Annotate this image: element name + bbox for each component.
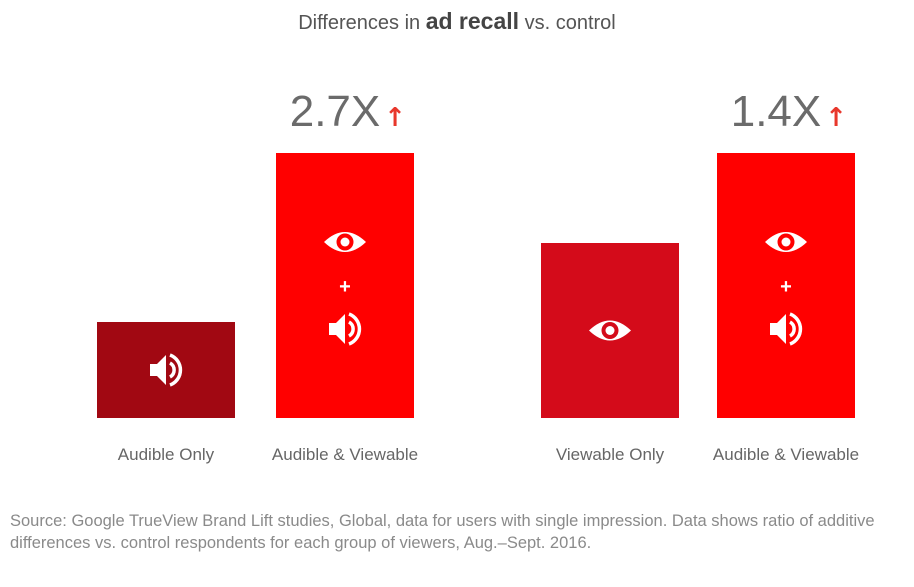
- multiplier-label: 2.7X: [290, 87, 381, 136]
- bar-chart: Audible Only + Audible & Viewable Viewable …: [97, 87, 859, 464]
- bar: [276, 153, 414, 418]
- category-label: Viewable Only: [556, 445, 665, 464]
- multiplier-label: 1.4X: [731, 87, 822, 136]
- speaker-icon: [329, 312, 362, 346]
- category-label: Audible & Viewable: [713, 445, 859, 464]
- eye-icon: [324, 232, 366, 252]
- plus-sign: +: [339, 276, 351, 298]
- title-prefix: Differences in: [298, 12, 421, 34]
- chart-title: Differences in ad recall vs. control: [0, 8, 914, 35]
- speaker-icon: [770, 312, 803, 346]
- title-suffix: vs. control: [524, 12, 616, 34]
- plus-sign: +: [780, 276, 792, 298]
- eye-icon: [765, 232, 807, 252]
- up-arrow-icon: ↑: [825, 103, 847, 133]
- title-emphasis: ad recall: [425, 8, 520, 34]
- up-arrow-icon: ↑: [384, 103, 406, 133]
- speaker-icon: [150, 353, 183, 387]
- category-label: Audible Only: [118, 445, 215, 464]
- bar: [717, 153, 855, 418]
- eye-icon: [589, 320, 631, 341]
- category-label: Audible & Viewable: [272, 445, 418, 464]
- source-note: Source: Google TrueView Brand Lift studi…: [10, 512, 875, 552]
